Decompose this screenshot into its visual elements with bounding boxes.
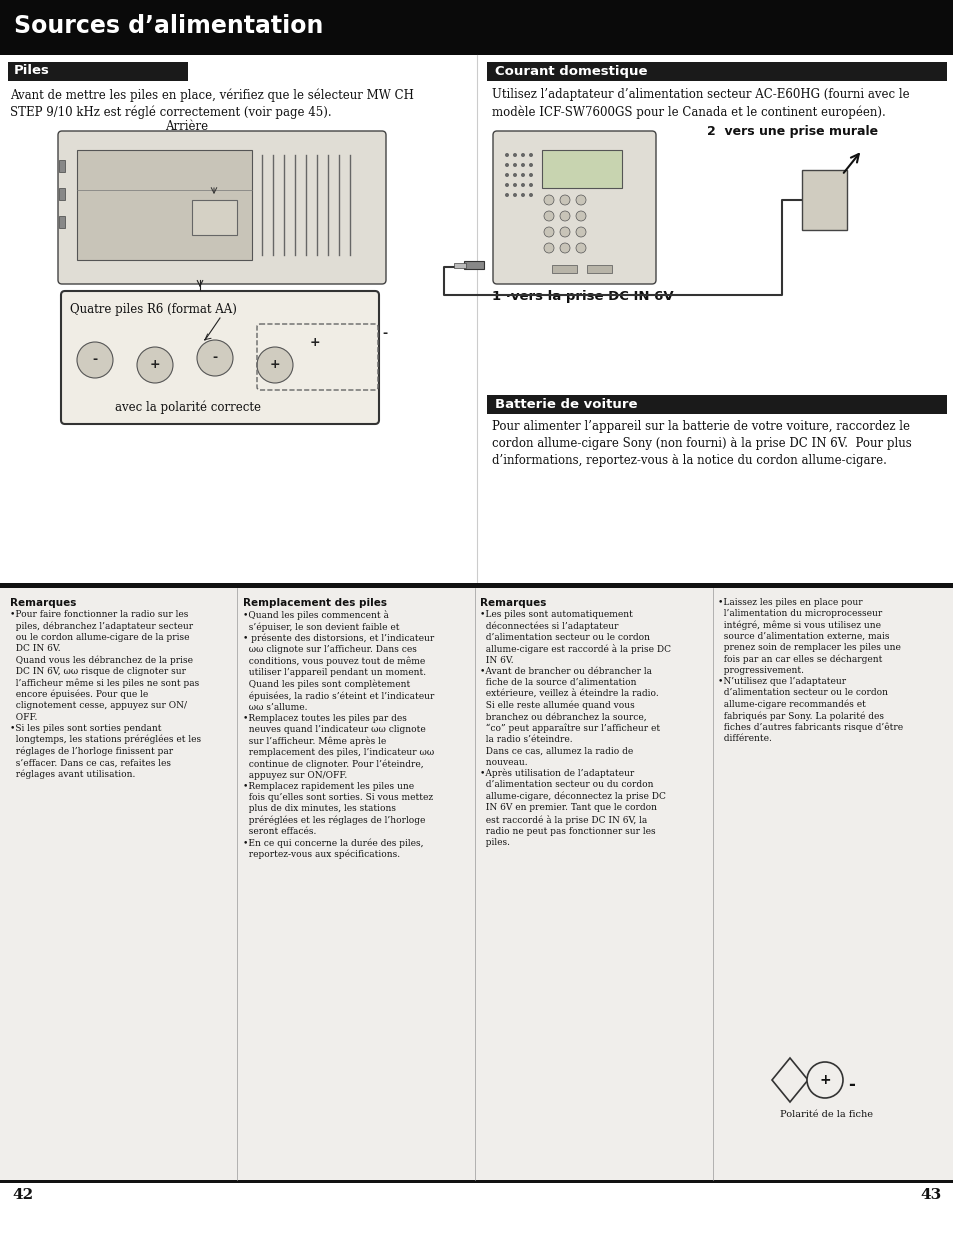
Circle shape (520, 173, 524, 178)
Circle shape (504, 194, 509, 197)
Circle shape (559, 227, 569, 237)
Text: avec la polarité correcte: avec la polarité correcte (115, 399, 261, 413)
Circle shape (504, 163, 509, 166)
Bar (59, 216, 65, 228)
Bar (59, 187, 65, 200)
Circle shape (529, 182, 533, 187)
Bar (541, 150, 621, 187)
Text: Remplacement des piles: Remplacement des piles (243, 598, 387, 608)
Text: +: + (270, 358, 280, 370)
FancyBboxPatch shape (493, 131, 656, 284)
Circle shape (543, 227, 554, 237)
Circle shape (576, 243, 585, 253)
Circle shape (196, 340, 233, 376)
Circle shape (576, 227, 585, 237)
Bar (0, 1180, 953, 1182)
Bar (59, 160, 65, 171)
Bar (586, 265, 612, 272)
Circle shape (520, 182, 524, 187)
Text: Polarité de la fiche: Polarité de la fiche (780, 1110, 872, 1120)
Circle shape (513, 194, 517, 197)
Circle shape (504, 173, 509, 178)
Text: Avant de mettre les piles en place, vérifiez que le sélecteur MW CH
STEP 9/10 kH: Avant de mettre les piles en place, véri… (10, 88, 414, 120)
Text: -: - (847, 1076, 854, 1094)
Text: •Laissez les piles en place pour
  l’alimentation du microprocesseur
  intégré, : •Laissez les piles en place pour l’alime… (718, 598, 902, 743)
Text: •Pour faire fonctionner la radio sur les
  piles, débranchez l’adaptateur secteu: •Pour faire fonctionner la radio sur les… (10, 610, 201, 779)
Text: Pour alimenter l’appareil sur la batterie de votre voiture, raccordez le
cordon : Pour alimenter l’appareil sur la batteri… (492, 420, 911, 467)
Circle shape (543, 195, 554, 205)
Text: Arrière: Arrière (165, 120, 208, 133)
Circle shape (513, 163, 517, 166)
Text: 43: 43 (920, 1189, 941, 1202)
Circle shape (806, 1062, 842, 1099)
Text: Sources d’alimentation: Sources d’alimentation (14, 14, 323, 38)
Circle shape (513, 153, 517, 157)
Text: Remarques: Remarques (10, 598, 76, 608)
Circle shape (529, 194, 533, 197)
Text: Piles: Piles (14, 64, 50, 78)
Polygon shape (771, 1058, 807, 1102)
Circle shape (504, 182, 509, 187)
Circle shape (576, 211, 585, 221)
Bar (463, 261, 483, 269)
Text: 42: 42 (12, 1189, 33, 1202)
Circle shape (543, 243, 554, 253)
Bar (486, 395, 946, 414)
Bar (454, 263, 465, 268)
Circle shape (559, 195, 569, 205)
Circle shape (256, 346, 293, 383)
Bar (486, 62, 946, 81)
Circle shape (504, 153, 509, 157)
Text: -: - (382, 327, 387, 339)
Text: +: + (310, 337, 320, 349)
Bar (552, 265, 577, 272)
Circle shape (529, 153, 533, 157)
Bar (77, 150, 252, 260)
Text: •Les piles sont automatiquement
  déconnectées si l’adaptateur
  d’alimentation : •Les piles sont automatiquement déconnec… (479, 610, 670, 847)
Circle shape (520, 153, 524, 157)
Circle shape (576, 195, 585, 205)
Text: 1 ·vers la prise DC IN 6V: 1 ·vers la prise DC IN 6V (492, 290, 673, 303)
Bar (0, 588, 953, 1182)
Text: Utilisez l’adaptateur d’alimentation secteur AC-E60HG (fourni avec le
modèle ICF: Utilisez l’adaptateur d’alimentation sec… (492, 88, 908, 118)
Text: 2  vers une prise murale: 2 vers une prise murale (706, 125, 877, 138)
Circle shape (559, 243, 569, 253)
Bar (8, 62, 188, 81)
FancyBboxPatch shape (58, 131, 386, 284)
Text: Quatre piles R6 (format AA): Quatre piles R6 (format AA) (70, 303, 236, 316)
Circle shape (559, 211, 569, 221)
Circle shape (529, 163, 533, 166)
Text: •Quand les piles commencent à
  s’épuiser, le son devient faible et
• présente d: •Quand les piles commencent à s’épuiser,… (243, 610, 434, 859)
Text: Remarques: Remarques (479, 598, 546, 608)
Circle shape (520, 194, 524, 197)
Text: +: + (150, 358, 160, 370)
Circle shape (529, 173, 533, 178)
Bar (0, 583, 953, 588)
Circle shape (513, 182, 517, 187)
Text: -: - (213, 350, 217, 364)
Circle shape (77, 342, 112, 379)
FancyBboxPatch shape (61, 291, 378, 424)
Text: -: - (92, 353, 97, 365)
Circle shape (520, 163, 524, 166)
Circle shape (513, 173, 517, 178)
Circle shape (137, 346, 172, 383)
Bar (0, 55, 953, 584)
Bar (192, 200, 236, 236)
Bar (801, 170, 846, 231)
Bar (0, 0, 953, 55)
Circle shape (543, 211, 554, 221)
Text: Batterie de voiture: Batterie de voiture (495, 397, 637, 411)
Text: Courant domestique: Courant domestique (495, 64, 647, 78)
Text: +: + (819, 1073, 830, 1088)
